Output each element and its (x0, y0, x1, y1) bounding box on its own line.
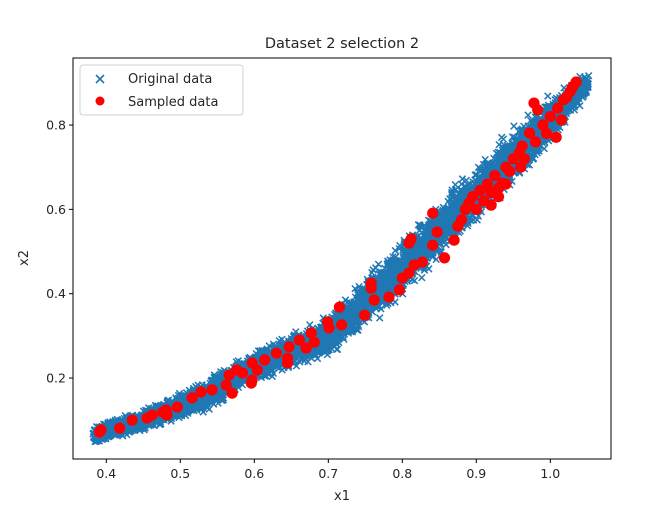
sampled-point (555, 114, 568, 126)
sampled-point (171, 401, 183, 413)
sampled-point (336, 319, 348, 331)
sampled-point (504, 165, 516, 177)
sampled-point (94, 426, 106, 438)
legend-label-original: Original data (128, 72, 212, 87)
x-tick-label: 0.5 (170, 466, 190, 481)
y-tick-label: 0.8 (46, 118, 66, 133)
y-tick-label: 0.2 (46, 371, 66, 386)
sampled-point (403, 267, 415, 279)
y-axis-label: x2 (17, 250, 32, 266)
sampled-point (293, 334, 305, 346)
sampled-point (206, 384, 218, 396)
sampled-point (251, 364, 263, 376)
sampled-point (481, 178, 493, 190)
sampled-point (470, 203, 482, 215)
x-axis: 0.4 0.5 0.6 0.7 0.8 0.9 1.0 (96, 459, 560, 481)
x-tick-label: 0.7 (318, 466, 338, 481)
x-tick-label: 0.8 (392, 466, 412, 481)
sampled-point (537, 119, 549, 131)
sampled-point (365, 282, 377, 294)
sampled-point (270, 347, 283, 359)
sampled-point (220, 379, 232, 391)
sampled-point (146, 409, 158, 421)
sampled-point (195, 386, 207, 398)
sampled-point (552, 102, 564, 114)
sampled-point (524, 127, 536, 139)
sampled-point (474, 184, 486, 196)
sampled-point (186, 392, 198, 404)
legend-circle-marker-icon (95, 96, 105, 106)
sampled-point (383, 291, 395, 303)
sampled-point (226, 387, 238, 399)
sampled-point (259, 354, 271, 366)
legend-box (79, 64, 244, 116)
sampled-point (282, 357, 294, 369)
sampled-point (550, 131, 562, 143)
legend-x-marker-icon (95, 74, 105, 84)
y-tick-label: 0.6 (46, 202, 66, 217)
x-tick-label: 0.9 (466, 466, 486, 481)
legend: Original data Sampled data (79, 64, 244, 116)
sampled-point (368, 294, 380, 306)
sampled-point (126, 414, 138, 426)
sampled-point (160, 404, 172, 416)
sampled-point (246, 374, 258, 386)
sampled-point (516, 140, 528, 152)
sampled-point (427, 239, 439, 251)
sampled-point (570, 76, 582, 88)
sampled-point (405, 233, 417, 245)
sampled-point (455, 214, 468, 226)
sampled-point (431, 226, 443, 238)
sampled-point (544, 111, 556, 123)
sampled-point (283, 341, 295, 353)
y-axis: 0.2 0.4 0.6 0.8 (46, 118, 73, 386)
sampled-point (489, 170, 501, 182)
sampled-point (500, 178, 512, 190)
sampled-point (323, 322, 335, 334)
sampled-point (333, 301, 345, 313)
sampled-point (485, 199, 497, 211)
sampled-point (518, 153, 531, 165)
sampled-point (236, 367, 249, 379)
sampled-point (308, 336, 320, 348)
sampled-point (448, 234, 460, 246)
sampled-point (305, 327, 317, 339)
sampled-point (359, 309, 371, 321)
sampled-point (393, 284, 405, 296)
sampled-point (467, 191, 479, 203)
sampled-point (529, 136, 542, 148)
sampled-point (515, 161, 527, 173)
sampled-point (300, 342, 312, 354)
sampled-point (541, 127, 553, 140)
x-axis-label: x1 (334, 489, 350, 504)
sampled-point (492, 191, 505, 203)
x-tick-label: 0.6 (244, 466, 264, 481)
sampled-data-points (94, 76, 582, 438)
sampled-point (427, 207, 439, 219)
axes-frame (72, 57, 612, 460)
chart-title: Dataset 2 selection 2 (265, 36, 419, 52)
sampled-point (416, 256, 428, 268)
sampled-point (438, 252, 451, 264)
x-tick-label: 1.0 (540, 466, 560, 481)
sampled-point (114, 422, 126, 434)
legend-label-sampled: Sampled data (128, 95, 218, 110)
y-tick-label: 0.4 (46, 286, 66, 301)
sampled-point (532, 104, 544, 116)
x-tick-label: 0.4 (96, 466, 116, 481)
